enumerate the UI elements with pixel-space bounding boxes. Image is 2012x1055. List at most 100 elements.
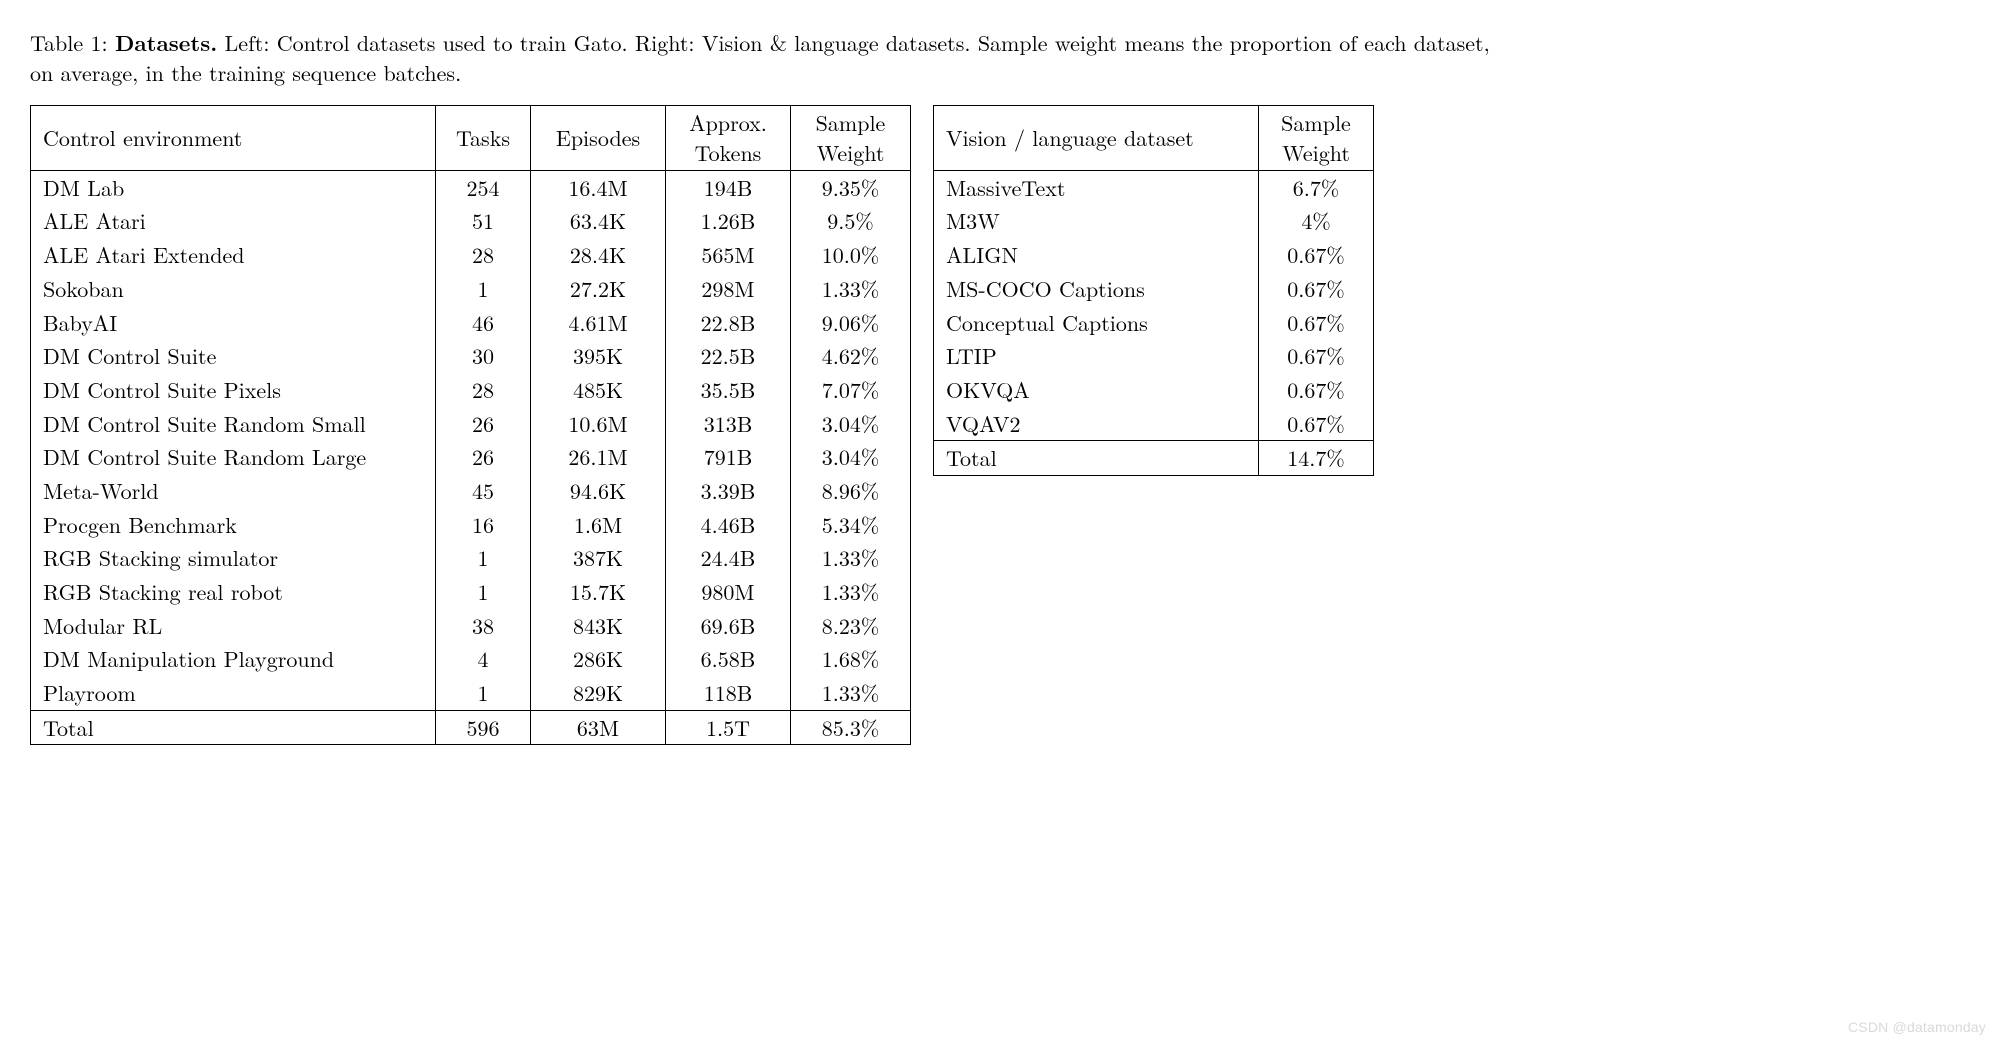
table-total-row: Total 596 63M 1.5T 85.3% (31, 710, 911, 745)
cell-weight: 9.06% (791, 306, 911, 340)
header-text: Tasks (448, 113, 518, 163)
cell-tasks: 46 (436, 306, 531, 340)
header-text: Episodes (543, 113, 653, 163)
header-text: Vision / language dataset (946, 113, 1246, 163)
cell-tokens: 6.58B (666, 642, 791, 676)
table-row: M3W4% (934, 204, 1374, 238)
table-row: MassiveText6.7% (934, 170, 1374, 204)
cell-env: RGB Stacking real robot (31, 575, 436, 609)
table-row: BabyAI464.61M22.8B9.06% (31, 306, 911, 340)
cell-tokens: 118B (666, 676, 791, 710)
table-header-row: Control environment Tasks Episodes Appro… (31, 106, 911, 170)
cell-dataset: MassiveText (934, 170, 1259, 204)
table-row: Modular RL38843K69.6B8.23% (31, 609, 911, 643)
cell-tasks: 16 (436, 508, 531, 542)
total-tasks: 596 (436, 710, 531, 745)
cell-env: DM Control Suite Pixels (31, 373, 436, 407)
watermark-text: CSDN @datamonday (1848, 1018, 1986, 1037)
cell-tasks: 26 (436, 440, 531, 474)
cell-episodes: 485K (531, 373, 666, 407)
cell-env: Playroom (31, 676, 436, 710)
tables-container: Control environment Tasks Episodes Appro… (30, 105, 1982, 745)
cell-episodes: 1.6M (531, 508, 666, 542)
table-row: OKVQA0.67% (934, 373, 1374, 407)
cell-weight: 0.67% (1259, 339, 1374, 373)
cell-tokens: 3.39B (666, 474, 791, 508)
cell-tokens: 791B (666, 440, 791, 474)
cell-weight: 6.7% (1259, 170, 1374, 204)
table-total-row: Total 14.7% (934, 441, 1374, 476)
total-label: Total (934, 441, 1259, 476)
table-row: DM Control Suite Random Small2610.6M313B… (31, 407, 911, 441)
cell-weight: 0.67% (1259, 272, 1374, 306)
cell-tokens: 35.5B (666, 373, 791, 407)
cell-tokens: 4.46B (666, 508, 791, 542)
col-header-weight: Sample Weight (791, 106, 911, 170)
cell-episodes: 387K (531, 541, 666, 575)
table-row: DM Control Suite Pixels28485K35.5B7.07% (31, 373, 911, 407)
cell-weight: 1.33% (791, 676, 911, 710)
col-header-tasks: Tasks (436, 106, 531, 170)
cell-env: Procgen Benchmark (31, 508, 436, 542)
cell-dataset: MS-COCO Captions (934, 272, 1259, 306)
cell-env: RGB Stacking simulator (31, 541, 436, 575)
control-datasets-table: Control environment Tasks Episodes Appro… (30, 105, 911, 745)
header-text-line1: Approx. (678, 108, 778, 138)
table-row: Playroom1829K118B1.33% (31, 676, 911, 710)
cell-episodes: 395K (531, 339, 666, 373)
total-episodes: 63M (531, 710, 666, 745)
header-text: Control environment (43, 113, 423, 163)
cell-weight: 9.35% (791, 170, 911, 204)
col-header-weight: Sample Weight (1259, 106, 1374, 170)
col-header-dataset: Vision / language dataset (934, 106, 1259, 170)
cell-tokens: 1.26B (666, 204, 791, 238)
cell-weight: 5.34% (791, 508, 911, 542)
cell-weight: 0.67% (1259, 306, 1374, 340)
cell-tasks: 1 (436, 272, 531, 306)
cell-weight: 10.0% (791, 238, 911, 272)
table-caption: Table 1: Datasets. Left: Control dataset… (30, 28, 1490, 87)
cell-dataset: M3W (934, 204, 1259, 238)
cell-episodes: 829K (531, 676, 666, 710)
cell-weight: 1.33% (791, 272, 911, 306)
cell-weight: 1.33% (791, 541, 911, 575)
table-row: ALE Atari Extended2828.4K565M10.0% (31, 238, 911, 272)
cell-env: DM Control Suite Random Large (31, 440, 436, 474)
table-row: RGB Stacking real robot115.7K980M1.33% (31, 575, 911, 609)
header-text-line1: Sample (803, 108, 898, 138)
cell-weight: 7.07% (791, 373, 911, 407)
cell-tokens: 194B (666, 170, 791, 204)
cell-weight: 9.5% (791, 204, 911, 238)
col-header-tokens: Approx. Tokens (666, 106, 791, 170)
cell-tokens: 980M (666, 575, 791, 609)
total-label: Total (31, 710, 436, 745)
cell-episodes: 843K (531, 609, 666, 643)
cell-episodes: 16.4M (531, 170, 666, 204)
table-row: Sokoban127.2K298M1.33% (31, 272, 911, 306)
cell-episodes: 94.6K (531, 474, 666, 508)
cell-env: DM Manipulation Playground (31, 642, 436, 676)
col-header-env: Control environment (31, 106, 436, 170)
cell-env: Meta-World (31, 474, 436, 508)
cell-tasks: 45 (436, 474, 531, 508)
cell-episodes: 15.7K (531, 575, 666, 609)
cell-tokens: 24.4B (666, 541, 791, 575)
cell-tasks: 38 (436, 609, 531, 643)
cell-episodes: 4.61M (531, 306, 666, 340)
cell-tasks: 28 (436, 238, 531, 272)
total-weight: 85.3% (791, 710, 911, 745)
table-row: VQAV20.67% (934, 407, 1374, 441)
cell-tasks: 254 (436, 170, 531, 204)
cell-tokens: 298M (666, 272, 791, 306)
table-row: Conceptual Captions0.67% (934, 306, 1374, 340)
table-row: Meta-World4594.6K3.39B8.96% (31, 474, 911, 508)
cell-weight: 4% (1259, 204, 1374, 238)
cell-env: Sokoban (31, 272, 436, 306)
table-row: Procgen Benchmark161.6M4.46B5.34% (31, 508, 911, 542)
cell-tasks: 51 (436, 204, 531, 238)
cell-tasks: 1 (436, 541, 531, 575)
cell-weight: 0.67% (1259, 238, 1374, 272)
header-text-line2: Weight (803, 138, 898, 168)
cell-tokens: 22.5B (666, 339, 791, 373)
cell-tasks: 28 (436, 373, 531, 407)
